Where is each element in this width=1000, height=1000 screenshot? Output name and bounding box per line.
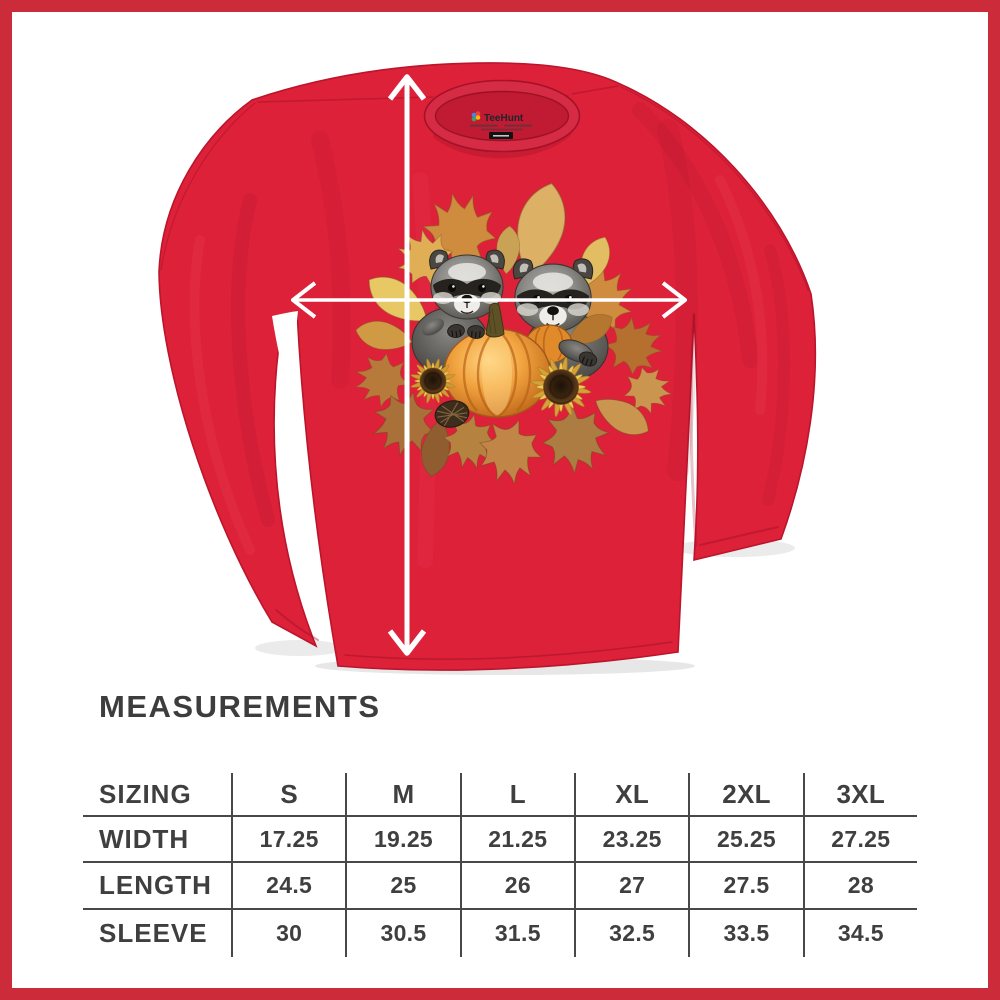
table-cell: 17.25 <box>231 817 346 863</box>
table-cell: 34.5 <box>802 910 917 957</box>
table-cell: 30.5 <box>345 910 459 957</box>
size-chart-table: SIZING S M L XL 2XL 3XL WIDTH 17.25 19.2… <box>83 773 917 957</box>
table-cell: 25 <box>345 863 460 910</box>
table-cell: 25.25 <box>688 817 803 863</box>
shirt-illustration: TeeHunt <box>158 62 817 675</box>
table-header-xl: XL <box>574 773 689 817</box>
table-cell: 28 <box>802 863 917 910</box>
table-header-l: L <box>459 773 574 817</box>
autumn-raccoon-graphic <box>348 177 676 489</box>
collar: TeeHunt <box>423 79 581 153</box>
row-label-length: LENGTH <box>83 863 231 910</box>
width-arrow <box>291 281 687 319</box>
row-label-width: WIDTH <box>83 817 231 863</box>
measurement-arrows <box>291 74 687 656</box>
table-header-3xl: 3XL <box>802 773 917 817</box>
length-arrow <box>387 74 427 656</box>
sunflower-left <box>404 352 462 410</box>
brand-name-text: TeeHunt <box>484 113 524 124</box>
red-long-sleeve-shirt: TeeHunt <box>158 62 817 671</box>
table-header-2xl: 2XL <box>688 773 803 817</box>
sunflower-right <box>525 351 597 423</box>
table-cell: 33.5 <box>688 910 802 957</box>
page-title: MEASUREMENTS <box>99 689 381 724</box>
table-cell: 27.5 <box>688 863 803 910</box>
pinecone <box>434 400 470 428</box>
table-cell: 31.5 <box>459 910 574 957</box>
table-cell: 19.25 <box>345 817 460 863</box>
table-header-m: M <box>345 773 460 817</box>
table-cell: 32.5 <box>574 910 688 957</box>
pumpkin <box>443 302 551 418</box>
table-cell: 30 <box>231 910 345 957</box>
table-cell: 23.25 <box>574 817 689 863</box>
brand-label: TeeHunt <box>470 111 532 139</box>
table-cell: 24.5 <box>231 863 346 910</box>
table-header-sizing: SIZING <box>83 773 231 817</box>
table-cell: 27.25 <box>802 817 917 863</box>
table-cell: 21.25 <box>459 817 574 863</box>
table-header-s: S <box>231 773 346 817</box>
table-cell: 27 <box>574 863 689 910</box>
row-label-sleeve: SLEEVE <box>99 918 208 948</box>
table-cell: 26 <box>459 863 574 910</box>
